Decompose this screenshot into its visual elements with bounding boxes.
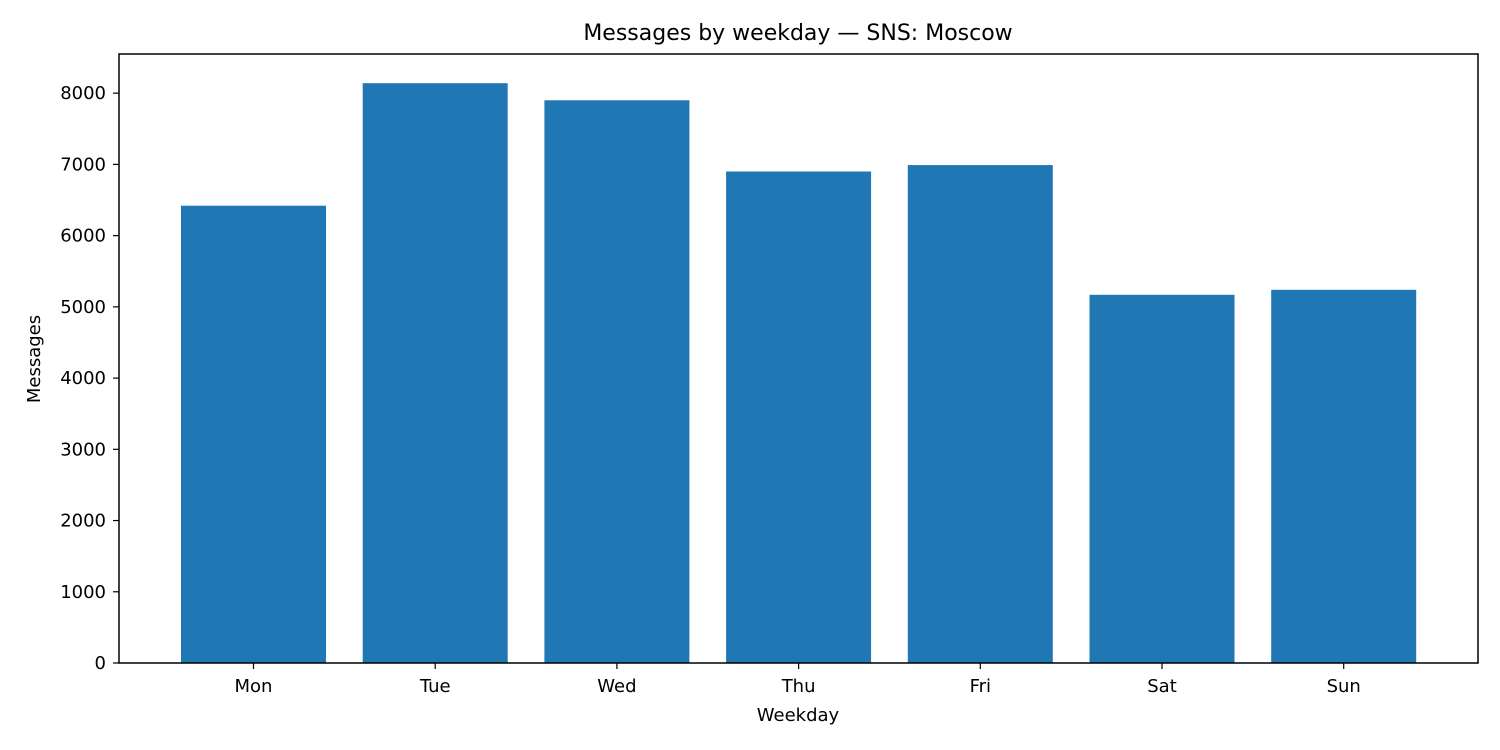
x-tick-label: Sat xyxy=(1147,676,1177,697)
bar-thu xyxy=(726,171,872,663)
bar-sun xyxy=(1271,289,1417,663)
y-tick-label: 0 xyxy=(95,653,106,674)
bars-group xyxy=(181,83,1417,664)
y-tick-label: 3000 xyxy=(60,439,106,460)
x-tick-label: Wed xyxy=(597,676,636,697)
x-tick-label: Fri xyxy=(970,676,991,697)
x-tick-label: Sun xyxy=(1327,676,1361,697)
x-axis-ticks: Mon Tue Wed Thu Fri Sat Sun xyxy=(235,663,1361,697)
y-axis-label: Messages xyxy=(24,315,45,403)
bar-fri xyxy=(907,165,1053,663)
x-tick-label: Tue xyxy=(419,676,451,697)
chart-title: Messages by weekday — SNS: Moscow xyxy=(583,21,1012,46)
bar-tue xyxy=(362,83,508,663)
y-tick-label: 2000 xyxy=(60,511,106,532)
x-tick-label: Mon xyxy=(235,676,273,697)
bar-wed xyxy=(544,100,690,664)
y-tick-label: 4000 xyxy=(60,368,106,389)
bar-mon xyxy=(181,205,326,663)
y-tick-label: 8000 xyxy=(60,83,106,104)
y-tick-label: 6000 xyxy=(60,226,106,247)
bar-sat xyxy=(1089,294,1235,663)
y-axis-ticks: 0 1000 2000 3000 4000 5000 6000 7000 8000 xyxy=(60,83,119,674)
y-tick-label: 5000 xyxy=(60,297,106,318)
plot-frame xyxy=(118,53,1479,664)
y-tick-label: 1000 xyxy=(60,582,106,603)
x-tick-label: Thu xyxy=(781,676,816,697)
y-tick-label: 7000 xyxy=(60,154,106,175)
x-axis-label: Weekday xyxy=(757,705,840,726)
